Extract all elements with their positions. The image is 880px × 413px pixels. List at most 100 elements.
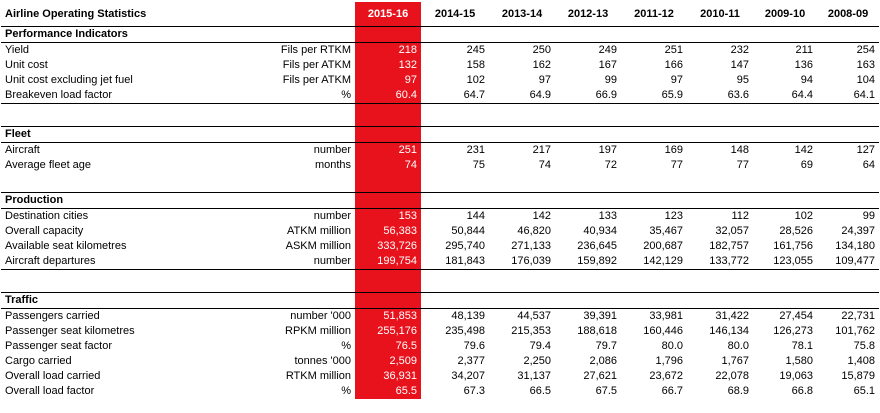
- row-unit: ATKM million: [287, 225, 352, 237]
- value-cell: 79.4: [529, 340, 552, 352]
- empty-cell: [555, 27, 621, 43]
- row-label: Available seat kilometres: [5, 240, 127, 252]
- row-label: Average fleet age: [5, 159, 92, 171]
- empty-cell: [489, 192, 556, 209]
- value-cell: 22,078: [715, 370, 750, 382]
- value-cell: 231: [421, 142, 490, 158]
- table-body: Airline Operating Statistics 2015-16 2014-…: [1, 2, 880, 399]
- value-cell: 236,645: [577, 240, 618, 252]
- empty-cell: [753, 104, 817, 127]
- empty-cell: [1, 173, 241, 193]
- value-cell: 215,353: [511, 325, 552, 337]
- value-cell: 27,454: [753, 308, 818, 324]
- value-cell: 94: [800, 74, 814, 86]
- value-cell: 48,139: [421, 308, 490, 324]
- value-cell: 181,843: [421, 254, 490, 270]
- section-header: Performance Indicators: [1, 26, 879, 43]
- value-cell: 144: [421, 208, 490, 224]
- value-cell: 133: [555, 208, 622, 224]
- year-header: 2010-11: [687, 2, 754, 27]
- header-row: Airline Operating Statistics 2015-16 2014-…: [1, 2, 880, 27]
- row-unit: RPKM million: [285, 325, 352, 337]
- row-unit: %: [341, 340, 352, 352]
- value-cell: 166: [664, 59, 684, 71]
- row-label: Overall load carried: [5, 370, 101, 382]
- year-header: 2011-12: [621, 2, 688, 27]
- empty-cell: [687, 27, 753, 43]
- section-title: Performance Indicators: [5, 28, 128, 40]
- value-cell: 97: [538, 74, 552, 86]
- empty-cell: [489, 292, 556, 309]
- value-cell: 77: [670, 159, 684, 171]
- row-label: Passenger seat kilometres: [5, 325, 135, 337]
- value-cell: 97: [670, 74, 684, 86]
- table-row: Overall capacity ATKM million 56,383 50,844…: [1, 224, 879, 239]
- empty-cell: [817, 27, 879, 43]
- row-unit: %: [241, 88, 356, 104]
- row-unit: ASKM million: [285, 240, 352, 252]
- value-cell: 75: [472, 159, 486, 171]
- empty-cell: [817, 173, 879, 193]
- row-label: Cargo carried: [5, 355, 72, 367]
- row-unit: %: [341, 385, 352, 397]
- section-header: Production: [1, 192, 880, 209]
- table-row: Passenger seat factor% 76.5 79.6 79.4 79.7 80…: [1, 339, 879, 354]
- value-cell: 15,879: [841, 370, 876, 382]
- value-cell: 251: [621, 42, 688, 58]
- row-unit: Fils per ATKM: [282, 59, 352, 71]
- empty-cell: [355, 192, 422, 209]
- row-label: Aircraft departures: [1, 254, 241, 270]
- row-unit: number: [241, 208, 356, 224]
- empty-cell: [817, 126, 880, 143]
- value-cell: 34,207: [451, 370, 486, 382]
- value-cell: 2,250: [523, 355, 552, 367]
- table-title: Airline Operating Statistics: [1, 2, 356, 27]
- value-cell: 147: [730, 59, 750, 71]
- value-cell: 163: [856, 59, 876, 71]
- value-cell: 132: [355, 58, 422, 73]
- row-label: Passenger seat factor: [5, 340, 113, 352]
- value-cell: 188,618: [577, 325, 618, 337]
- value-cell: 64.7: [421, 88, 490, 104]
- value-cell: 77: [736, 159, 750, 171]
- value-cell: 64.9: [489, 88, 556, 104]
- value-cell: 66.5: [529, 385, 552, 397]
- row-label: Unit cost excluding jet fuel: [5, 74, 133, 86]
- table-row: Available seat kilometres ASKM million 333…: [1, 239, 879, 254]
- value-cell: 23,672: [649, 370, 684, 382]
- empty-cell: [753, 292, 818, 309]
- value-cell: 46,820: [517, 225, 552, 237]
- value-cell: 99: [604, 74, 618, 86]
- value-cell: 66.7: [661, 385, 684, 397]
- empty-cell: [687, 192, 754, 209]
- year-header: 2012-13: [555, 2, 622, 27]
- value-cell: 1,580: [785, 355, 814, 367]
- value-cell: 254: [817, 42, 880, 58]
- value-cell: 136: [794, 59, 814, 71]
- value-cell: 65.9: [621, 88, 688, 104]
- empty-cell: [489, 270, 555, 293]
- empty-cell: [817, 192, 880, 209]
- table-row: Cargo carried tonnes '000 2,509 2,377 2,250 2…: [1, 354, 879, 369]
- value-cell: 127: [817, 142, 880, 158]
- value-cell: 69: [800, 159, 814, 171]
- empty-cell: [489, 104, 555, 127]
- row-unit: Fils per ATKM: [282, 74, 352, 86]
- table-row: Destination cities number 153 144 142 133 123 1…: [1, 208, 880, 224]
- value-cell: 24,397: [841, 225, 876, 237]
- value-cell: 176,039: [489, 254, 556, 270]
- row-label: Yield: [1, 42, 241, 58]
- row-unit: number: [241, 254, 356, 270]
- row-label: Overall capacity: [5, 225, 84, 237]
- value-cell: 167: [598, 59, 618, 71]
- value-cell: 27,621: [583, 370, 618, 382]
- value-cell: 97: [355, 73, 422, 88]
- empty-cell: [489, 173, 555, 193]
- empty-cell: [687, 270, 753, 293]
- empty-cell: [621, 126, 688, 143]
- value-cell: 64.4: [753, 88, 818, 104]
- value-cell: 33,981: [621, 308, 688, 324]
- value-cell: 211: [753, 42, 818, 58]
- value-cell: 31,137: [517, 370, 552, 382]
